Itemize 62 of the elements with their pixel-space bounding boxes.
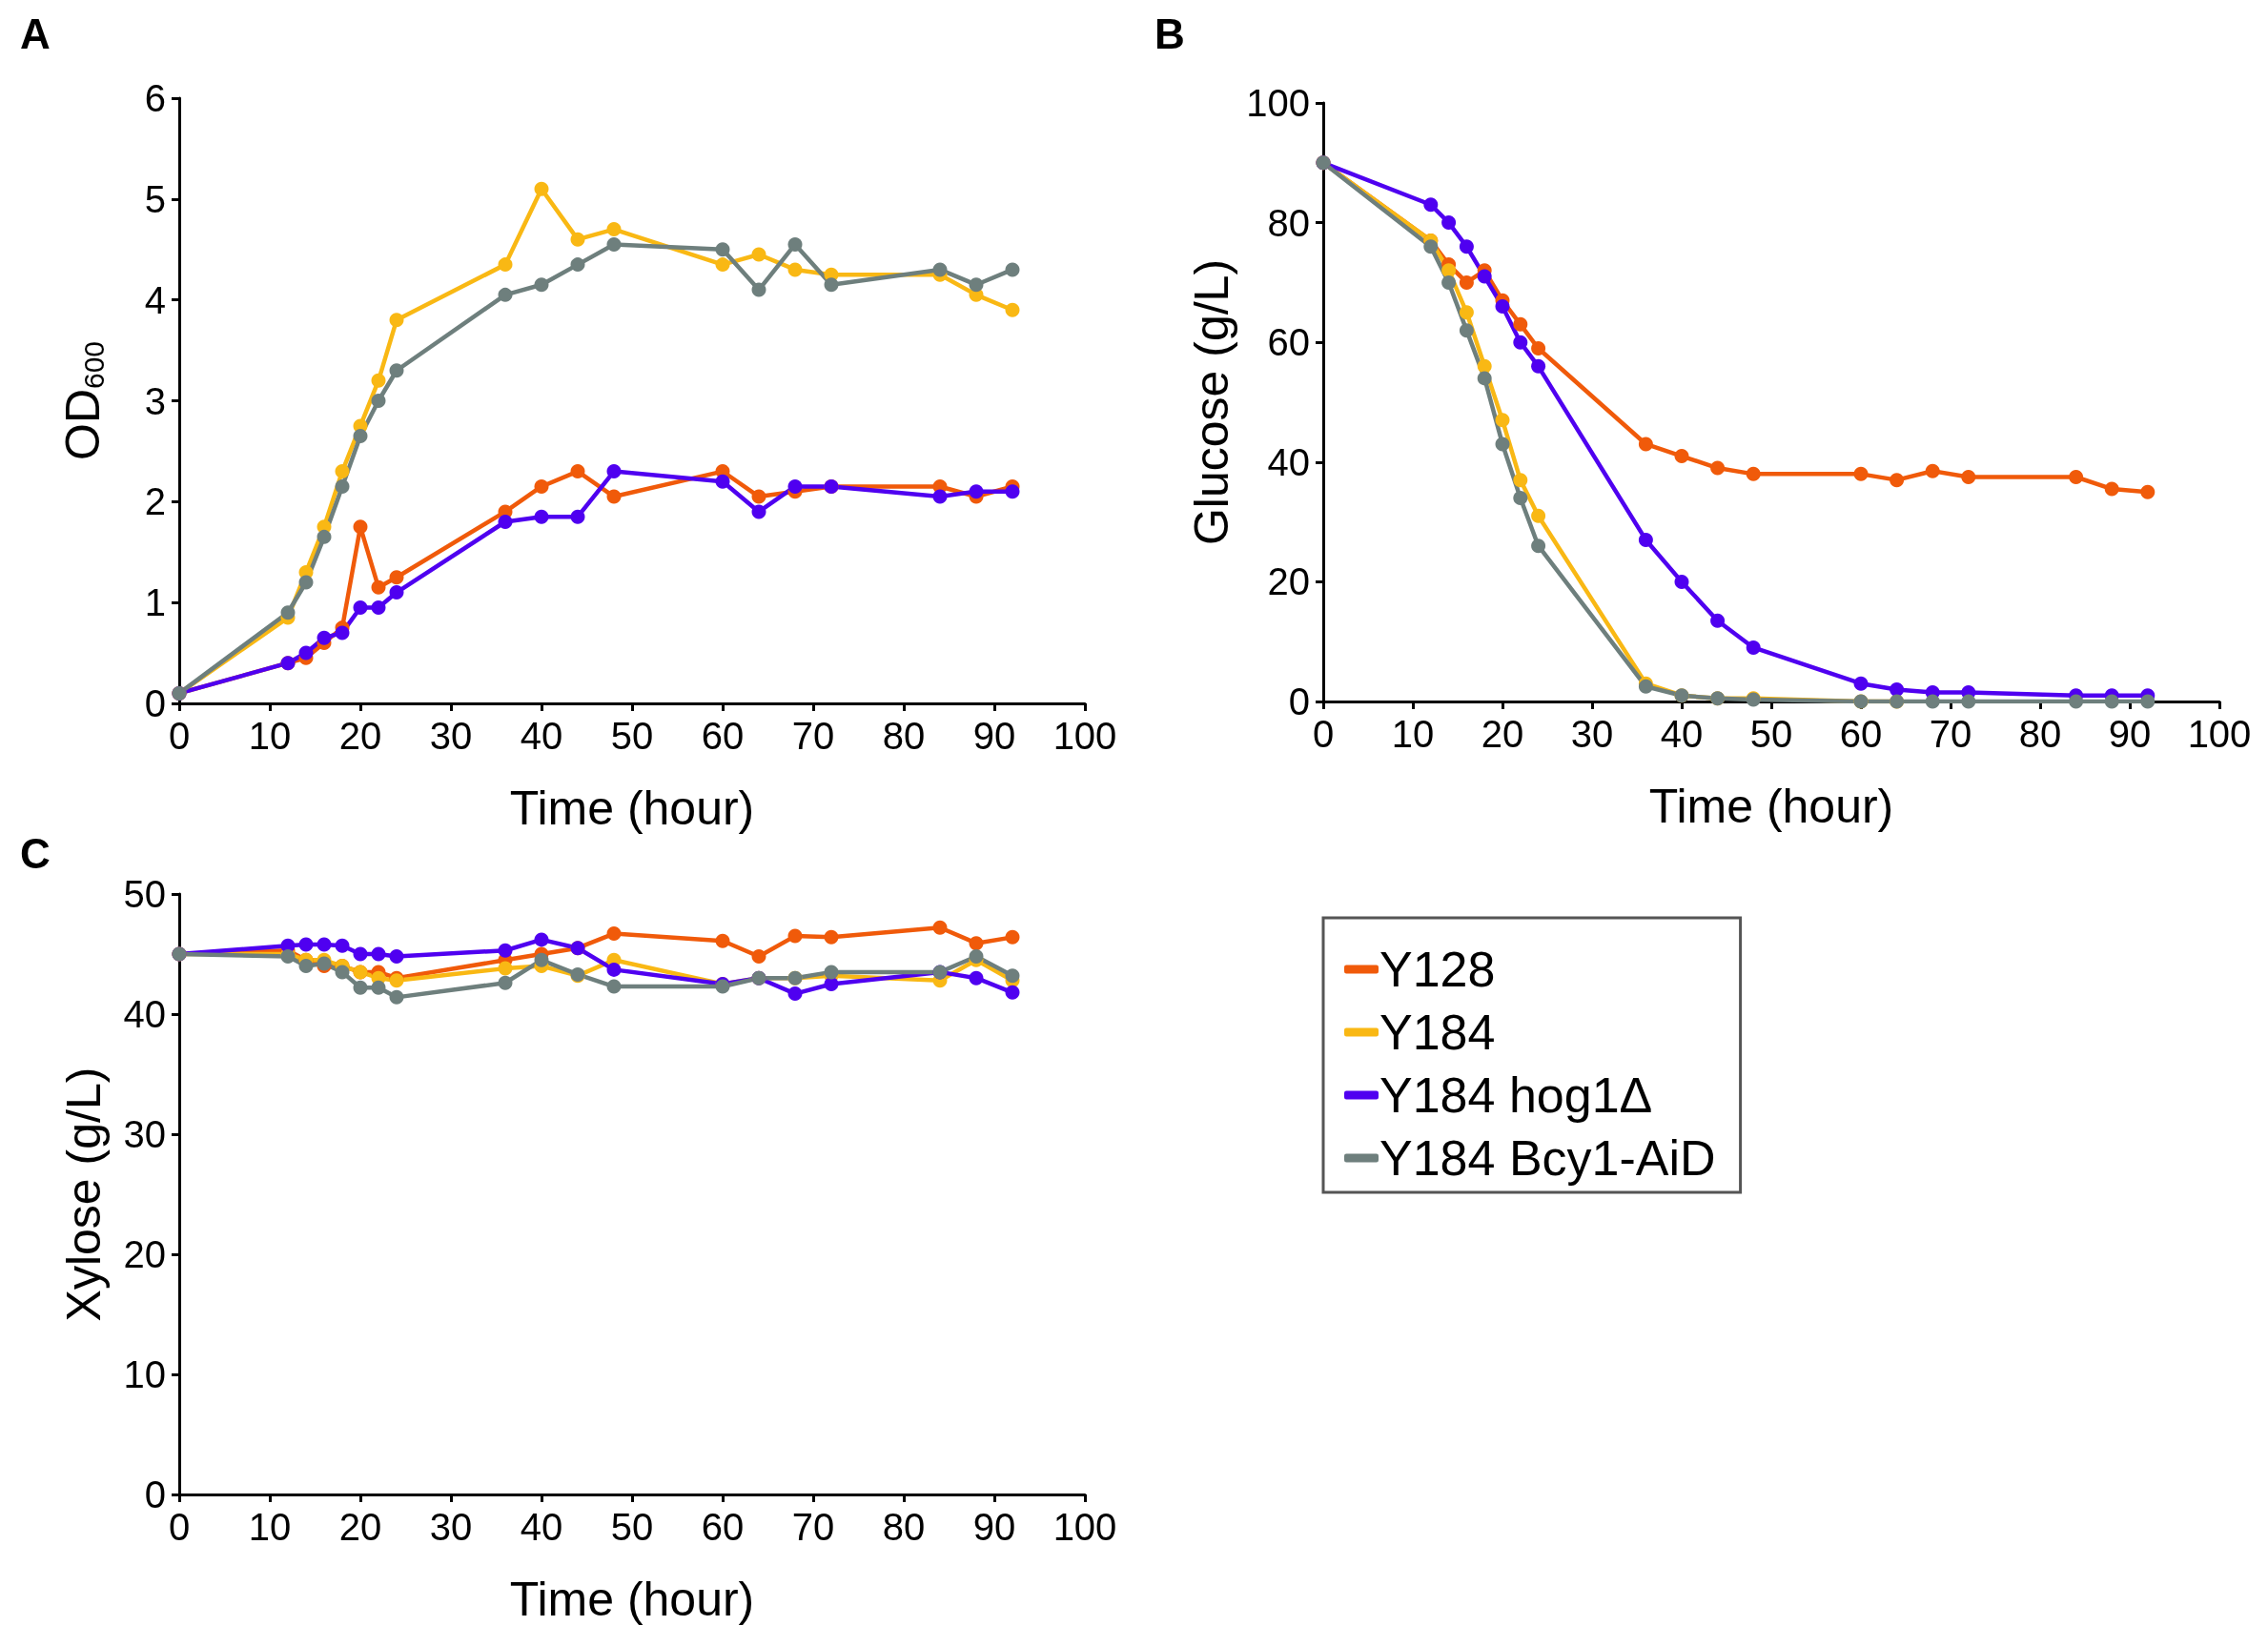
y-tick-label: 3	[144, 379, 166, 422]
x-tick-label: 40	[1660, 713, 1704, 755]
x-tick-label: 80	[882, 1506, 926, 1548]
x-tick-label: 30	[1570, 713, 1614, 755]
y-tick-label: 2	[144, 480, 166, 523]
x-tick-label: 20	[1481, 713, 1524, 755]
y-tick-label: 20	[123, 1233, 166, 1275]
legend-label: Y184	[1379, 1005, 1496, 1060]
chart-title: C	[20, 829, 51, 877]
chart-title: A	[20, 10, 51, 57]
x-tick-label: 30	[429, 715, 473, 757]
legend-label: Y128	[1379, 942, 1496, 997]
x-tick-label: 100	[1052, 1506, 1117, 1548]
y-tick-label: 20	[1267, 560, 1310, 603]
legend-label: Y184 Bcy1-AiD	[1379, 1130, 1716, 1186]
x-tick-label: 100	[2187, 713, 2252, 755]
y-tick-label: 30	[123, 1113, 166, 1155]
y-tick-label: 0	[144, 682, 166, 724]
x-tick-label: 40	[520, 1506, 563, 1548]
x-tick-label: 10	[248, 1506, 292, 1548]
x-tick-label: 50	[610, 1506, 654, 1548]
y-tick-label: 0	[1288, 681, 1310, 722]
y-tick-label: 60	[1267, 321, 1310, 364]
x-tick-label: 60	[701, 715, 745, 757]
x-tick-label: 50	[1749, 713, 1793, 755]
x-tick-label: 20	[338, 1506, 382, 1548]
x-tick-label: 80	[2018, 713, 2062, 755]
x-tick-label: 10	[248, 715, 292, 757]
y-tick-label: 40	[1267, 440, 1310, 483]
x-tick-label: 40	[520, 715, 563, 757]
x-tick-label: 90	[2108, 713, 2152, 755]
y-tick-label: 80	[1267, 201, 1310, 244]
y-tick-label: 50	[123, 873, 166, 915]
x-tick-label: 70	[791, 715, 835, 757]
y-axis-title: OD600	[56, 340, 110, 461]
y-tick-label: 10	[123, 1353, 166, 1395]
chart-title: B	[1154, 10, 1185, 57]
x-tick-label: 90	[972, 1506, 1016, 1548]
x-tick-label: 20	[338, 715, 382, 757]
y-tick-label: 5	[144, 177, 166, 220]
x-tick-label: 50	[610, 715, 654, 757]
x-tick-label: 90	[972, 715, 1016, 757]
x-tick-label: 70	[791, 1506, 835, 1548]
x-axis-title: Time (hour)	[509, 1573, 755, 1626]
y-tick-label: 0	[144, 1473, 166, 1515]
x-tick-label: 80	[882, 715, 926, 757]
y-tick-label: 100	[1246, 82, 1310, 124]
x-tick-label: 60	[701, 1506, 745, 1548]
x-tick-label: 100	[1052, 715, 1117, 757]
y-tick-label: 4	[144, 278, 166, 321]
x-axis-title: Time (hour)	[509, 782, 755, 835]
x-tick-label: 10	[1391, 713, 1435, 755]
x-axis-title: Time (hour)	[1648, 780, 1894, 833]
y-tick-label: 40	[123, 993, 166, 1035]
y-tick-label: 1	[144, 581, 166, 624]
y-axis-title: Glucose (g/L)	[1185, 258, 1239, 546]
x-tick-label: 60	[1839, 713, 1883, 755]
y-axis-title: Xylose (g/L)	[57, 1067, 111, 1322]
y-tick-label: 6	[144, 77, 166, 119]
legend-label: Y184 hog1Δ	[1379, 1067, 1653, 1123]
x-tick-label: 30	[429, 1506, 473, 1548]
x-tick-label: 70	[1929, 713, 1972, 755]
